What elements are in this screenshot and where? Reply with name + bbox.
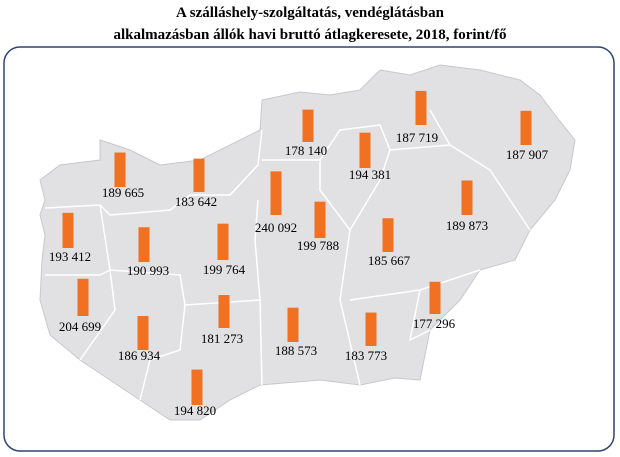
bar (365, 312, 377, 346)
bar (314, 201, 326, 238)
bar (382, 218, 394, 252)
value-label: 199 788 (297, 238, 339, 253)
value-label: 188 573 (275, 343, 317, 358)
bar (415, 90, 427, 125)
bar (193, 158, 205, 192)
value-label: 193 412 (49, 249, 91, 264)
value-label: 183 642 (175, 194, 217, 209)
value-label: 178 140 (285, 143, 327, 158)
bar (302, 109, 314, 142)
value-label: 185 667 (368, 253, 411, 268)
bar (429, 281, 441, 314)
value-label: 194 820 (174, 403, 216, 418)
value-label: 199 764 (203, 262, 246, 277)
bar (191, 369, 203, 405)
title-line: A szálláshely-szolgáltatás, vendéglátásb… (176, 5, 445, 21)
bar (520, 110, 532, 145)
bar (461, 180, 473, 215)
bar (287, 307, 299, 342)
value-label: 181 273 (201, 331, 243, 346)
bar (62, 212, 74, 248)
bar (137, 316, 149, 350)
value-label: 189 665 (102, 185, 144, 200)
value-label: 177 296 (413, 316, 456, 331)
value-label: 204 699 (59, 319, 101, 334)
bar (114, 152, 126, 187)
value-label: 189 873 (446, 218, 488, 233)
bar (138, 227, 150, 262)
bar (77, 278, 89, 316)
bar (217, 223, 229, 260)
title-line: alkalmazásban állók havi bruttó átlagker… (113, 27, 507, 43)
value-label: 240 092 (255, 220, 297, 235)
value-label: 183 773 (345, 348, 387, 363)
county-borders (44, 109, 531, 401)
value-label: 186 934 (118, 348, 161, 363)
bar (359, 132, 371, 168)
value-label: 187 907 (506, 147, 549, 162)
value-label: 194 381 (349, 167, 391, 182)
bar (270, 171, 282, 215)
value-label: 187 719 (396, 130, 438, 145)
bar (218, 295, 230, 328)
value-label: 190 993 (127, 263, 169, 278)
